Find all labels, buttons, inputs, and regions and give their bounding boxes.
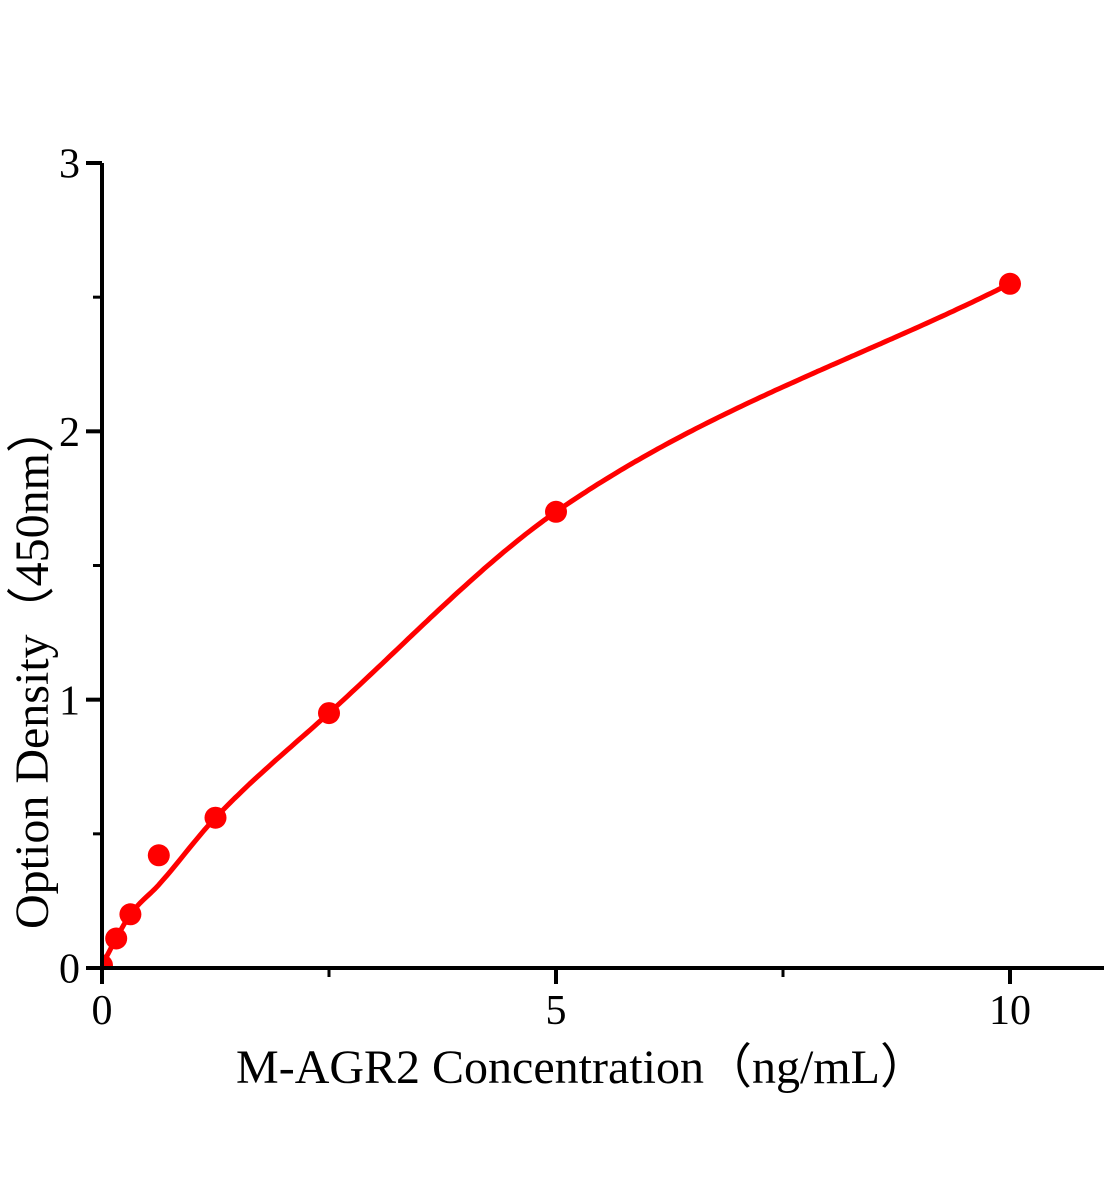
data-point-x0.3125 (119, 903, 142, 926)
fit-curve (102, 281, 1013, 968)
x-tick-label-5: 5 (546, 988, 567, 1034)
y-tick-label-1: 1 (59, 678, 80, 724)
data-point-x0.625 (147, 844, 170, 867)
data-point-x0 (102, 954, 113, 968)
y-tick-label-2: 2 (59, 410, 80, 456)
y-axis-title: Option Density（450nm） (6, 405, 59, 929)
data-point-x5 (545, 500, 567, 523)
x-axis-title: M-AGR2 Concentration（ng/mL） (236, 1041, 928, 1094)
tick-labels-group: 0 5 10 0 1 2 3 (59, 142, 1031, 1034)
series-group (102, 272, 1021, 968)
data-point-x0.156 (105, 927, 128, 950)
y-tick-label-0: 0 (59, 947, 80, 993)
data-point-x1.25 (204, 806, 227, 829)
x-tick-label-10: 10 (989, 988, 1031, 1034)
x-tick-label-0: 0 (92, 988, 113, 1034)
data-point-x2.5 (318, 702, 340, 725)
data-point-x10 (999, 272, 1021, 295)
axes-group (86, 161, 1104, 984)
y-tick-label-3: 3 (59, 142, 80, 188)
